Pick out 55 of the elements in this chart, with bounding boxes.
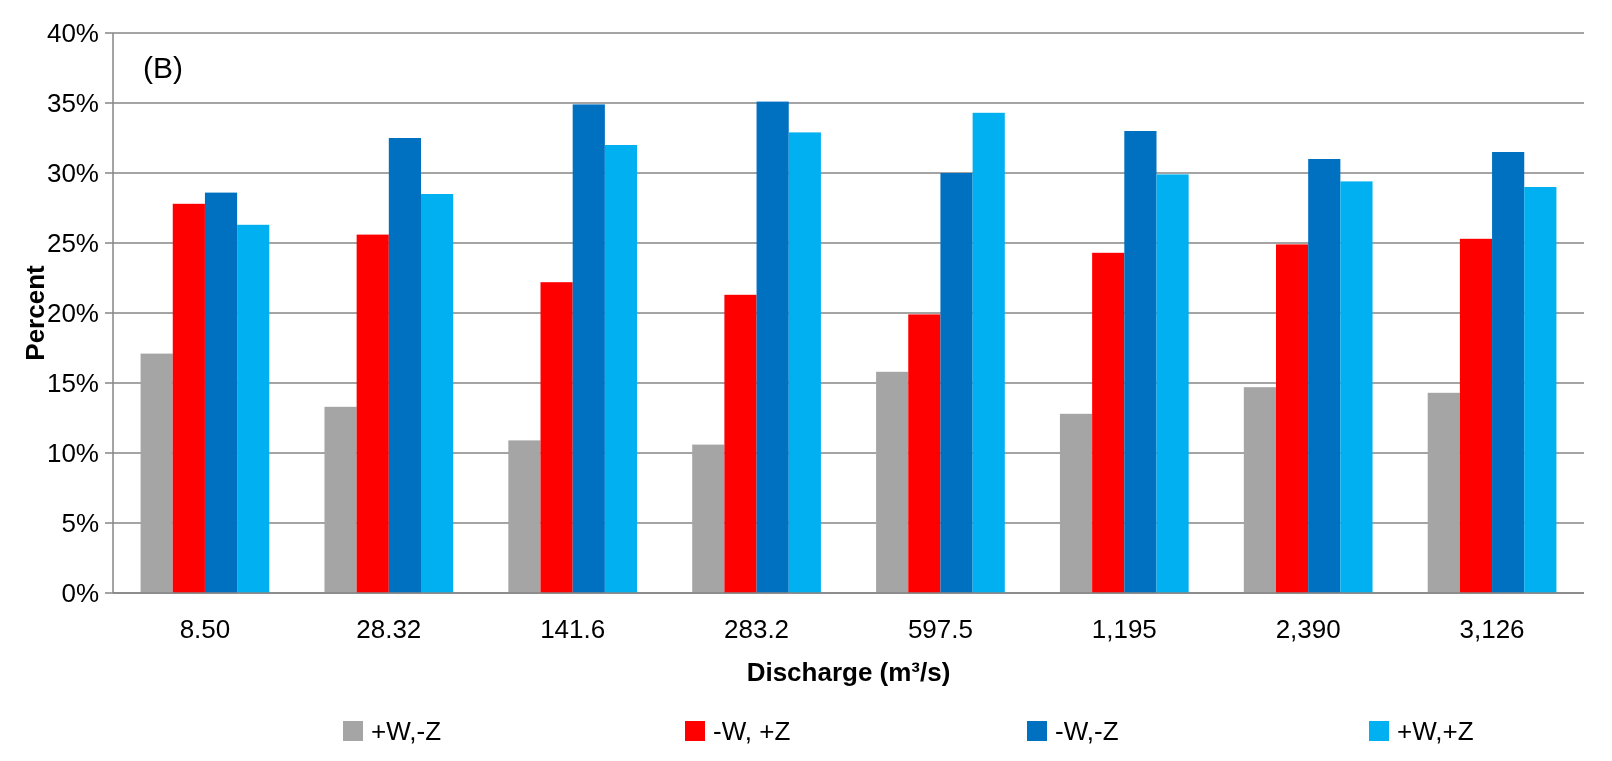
bar [1124, 131, 1157, 593]
y-tick-label: 20% [46, 298, 99, 329]
bar [1243, 387, 1277, 593]
legend-label: +W,+Z [1397, 716, 1474, 747]
bar [204, 192, 238, 593]
y-tick-label: 25% [46, 228, 99, 259]
x-tick-label: 1,195 [1091, 614, 1157, 644]
bar [940, 173, 973, 593]
annotation: (B) [143, 51, 183, 84]
y-tick-label: 35% [46, 88, 99, 119]
bar [1059, 413, 1093, 593]
x-tick-label: 597.5 [907, 614, 973, 644]
legend-label: -W,-Z [1055, 716, 1119, 747]
bar [356, 234, 389, 593]
bar [508, 440, 541, 593]
x-tick-label: 8.50 [179, 614, 231, 644]
bar [692, 444, 725, 593]
bar [388, 138, 421, 593]
y-tick-label: 40% [46, 18, 99, 49]
bar [1340, 181, 1373, 593]
legend-label: +W,-Z [371, 716, 442, 747]
legend-label: -W, +Z [713, 716, 791, 747]
y-tick-label: 10% [46, 438, 99, 469]
bar [1092, 252, 1125, 593]
bar [324, 406, 357, 593]
bar [1156, 174, 1189, 593]
y-tick-label: 5% [61, 508, 99, 539]
bar [1308, 159, 1341, 593]
x-tick-label: 28.32 [356, 614, 422, 644]
bar [1276, 244, 1309, 593]
y-tick-label: 15% [46, 368, 99, 399]
bar [1427, 392, 1460, 593]
bar [972, 112, 1005, 593]
x-tick-label: 141.6 [540, 614, 606, 644]
bar [1492, 152, 1525, 593]
bar [237, 224, 270, 593]
bar [724, 294, 757, 593]
y-tick-label: 30% [46, 158, 99, 189]
x-axis-title: Discharge (m³/s) [746, 657, 951, 687]
x-tick-label: 2,390 [1275, 614, 1341, 644]
bar [1524, 187, 1557, 593]
bar [756, 101, 789, 593]
bar [788, 132, 821, 593]
bar [1459, 238, 1493, 593]
bar [604, 145, 638, 593]
bar [572, 104, 605, 593]
bar [420, 194, 454, 593]
bar [140, 353, 173, 593]
x-tick-label: 283.2 [724, 614, 790, 644]
bar [540, 282, 573, 593]
bar [172, 203, 205, 593]
bar [908, 314, 941, 593]
x-tick-label: 3,126 [1459, 614, 1525, 644]
bar [876, 371, 909, 593]
y-tick-label: 0% [61, 578, 99, 609]
